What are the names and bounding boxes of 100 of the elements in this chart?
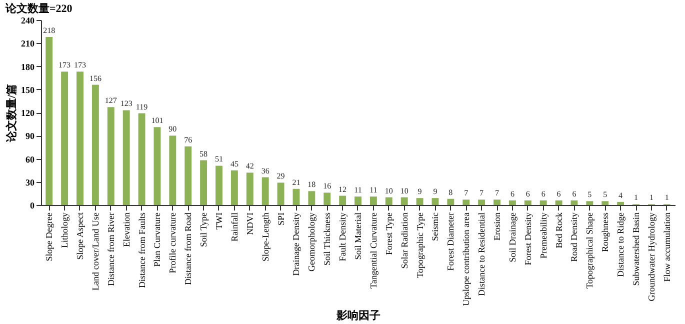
- data-label: 6: [556, 189, 561, 198]
- y-tick-label: 60: [26, 154, 35, 164]
- x-tick-label: TWI: [214, 212, 224, 230]
- x-tick-label: Distance from Road: [183, 212, 194, 285]
- data-label: 7: [495, 188, 499, 198]
- bar: [555, 200, 562, 205]
- data-label: 90: [168, 124, 177, 134]
- data-label: 8: [448, 188, 453, 197]
- y-tick-label: 0: [30, 200, 35, 210]
- data-label: 9: [433, 187, 438, 196]
- data-label: 76: [184, 135, 192, 144]
- x-tick-label: Tangential Curvature: [368, 212, 378, 289]
- bar: [416, 198, 424, 205]
- chart-title: 论文数量=220: [4, 2, 73, 15]
- bar: [400, 197, 408, 205]
- bar: [246, 172, 254, 205]
- bar: [169, 136, 176, 205]
- x-tick-label: Forest Type: [384, 212, 394, 255]
- data-label: 1: [664, 193, 669, 202]
- bar: [230, 170, 238, 205]
- bar: [200, 160, 208, 205]
- x-tick-label: Solar Radiation: [399, 212, 410, 269]
- bar: [46, 36, 53, 205]
- x-tick-label: Upslope contribution area: [461, 212, 472, 306]
- bar: [570, 200, 578, 205]
- x-tick-label: Soil Material: [353, 212, 363, 260]
- x-tick-label: Premeability: [538, 212, 548, 258]
- data-label: 1: [649, 193, 654, 202]
- x-tick-label: Forest Diameter: [446, 212, 456, 271]
- bar: [154, 127, 161, 205]
- data-label: 156: [89, 74, 102, 83]
- data-label: 5: [588, 190, 592, 200]
- bar: [292, 188, 300, 205]
- data-label: 127: [104, 96, 117, 106]
- data-label: 5: [603, 190, 608, 200]
- data-label: 4: [618, 190, 623, 200]
- y-tick-label: 210: [21, 38, 35, 49]
- x-tick-label: Slope Degree: [44, 212, 54, 262]
- x-tick-label: Soil Thickness: [322, 212, 332, 266]
- data-label: 7: [464, 188, 468, 198]
- data-label: 218: [43, 26, 56, 35]
- data-label: 21: [292, 178, 300, 187]
- bar: [308, 191, 316, 205]
- data-label: 9: [418, 187, 422, 196]
- x-tick-label: Distance from River: [106, 212, 116, 286]
- y-tick-label: 180: [21, 62, 35, 72]
- x-tick-label: Distance from Faults: [136, 212, 147, 288]
- bar: [324, 192, 331, 205]
- data-label: 58: [200, 149, 208, 158]
- bar: [432, 198, 439, 205]
- x-tick-label: NDVI: [244, 212, 255, 235]
- bar: [138, 113, 146, 205]
- x-tick-label: Erosion: [492, 212, 502, 240]
- x-tick-label: Forest Density: [522, 212, 533, 266]
- data-label: 119: [136, 102, 148, 112]
- data-label: 101: [151, 116, 164, 126]
- bar: [447, 198, 454, 205]
- data-label: 7: [480, 188, 484, 198]
- bar: [478, 200, 486, 205]
- data-label: 173: [58, 60, 71, 70]
- x-tick-label: Road Density: [569, 212, 580, 262]
- data-label: 6: [541, 189, 546, 198]
- x-tick-label: Subwatershed Basin: [631, 212, 641, 286]
- data-label: 10: [400, 186, 408, 196]
- data-label: 11: [370, 186, 378, 195]
- data-label: 29: [276, 172, 285, 181]
- bar: [617, 202, 624, 205]
- x-tick-label: Drainage Density: [291, 212, 302, 276]
- bar: [385, 197, 392, 205]
- x-tick-label: Profile curvature: [168, 212, 178, 274]
- x-axis-title: 影响因子: [336, 308, 380, 322]
- bar: [216, 166, 222, 205]
- x-tick-label: Soil Drainage: [507, 212, 518, 262]
- bar: [122, 110, 130, 205]
- bar: [61, 72, 68, 205]
- bar: [339, 196, 346, 205]
- x-tick-label: Slope-Length: [260, 212, 270, 262]
- data-label: 6: [510, 189, 514, 198]
- bar: [354, 196, 362, 205]
- bar: [262, 177, 269, 205]
- bar: [586, 201, 594, 205]
- bar: [494, 200, 500, 205]
- bar: [370, 196, 377, 205]
- bar: [76, 72, 84, 205]
- x-tick-label: Seismic: [430, 212, 440, 241]
- data-label: 18: [308, 180, 316, 190]
- x-tick-label: Rainfall: [229, 212, 240, 242]
- data-label: 1: [634, 193, 638, 202]
- data-label: 6: [526, 189, 530, 198]
- y-axis-title: 论文数量/篇: [5, 84, 18, 144]
- x-tick-label: Distance to Residential: [476, 212, 487, 296]
- x-tick-label: Bed Rock: [554, 212, 564, 248]
- bar: [602, 201, 609, 205]
- x-tick-label: SPI: [276, 212, 286, 226]
- x-tick-label: Topographical Shape: [584, 212, 595, 289]
- bar: [508, 200, 516, 205]
- data-label: 10: [384, 186, 393, 196]
- data-label: 45: [230, 159, 238, 168]
- bar: [277, 182, 284, 205]
- x-tick-label: Geomorphology: [306, 212, 317, 272]
